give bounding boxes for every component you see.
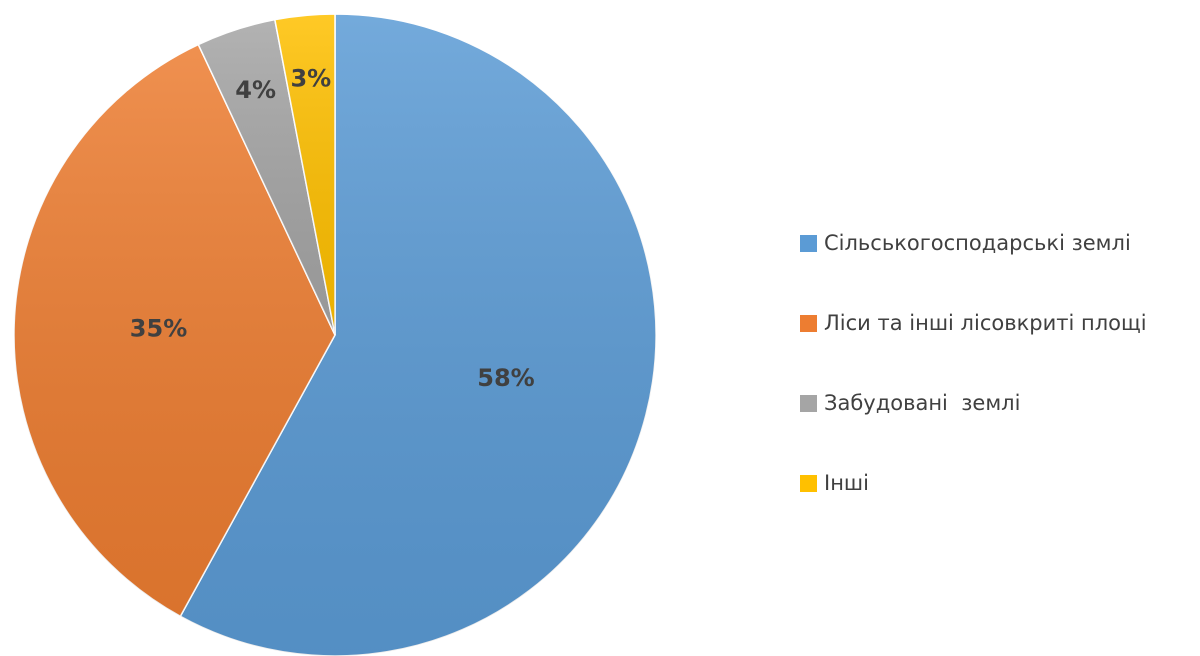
- legend-label: Інші: [824, 471, 869, 495]
- legend-swatch: [800, 315, 817, 332]
- data-label: 35%: [130, 314, 187, 342]
- legend-label: Ліси та інші лісовкриті площі: [824, 311, 1147, 335]
- legend-label: Забудовані землі: [824, 391, 1020, 415]
- legend-label: Сільськогосподарські землі: [824, 231, 1131, 255]
- legend-swatch: [800, 395, 817, 412]
- slice-shade: [274, 14, 335, 335]
- legend-swatch: [800, 475, 817, 492]
- slice-shade: [14, 44, 335, 617]
- data-label: 3%: [290, 64, 331, 92]
- data-label: 4%: [235, 76, 276, 104]
- slice-shade: [198, 19, 335, 336]
- data-label: 58%: [477, 364, 534, 392]
- slice-shade: [180, 14, 656, 656]
- legend-swatch: [800, 235, 817, 252]
